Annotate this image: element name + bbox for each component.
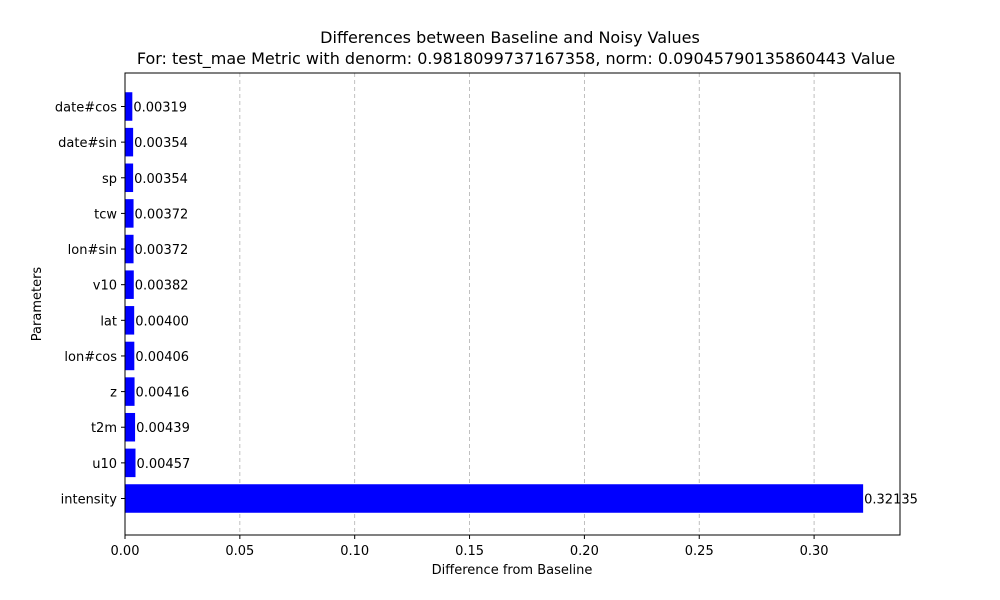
bar-lon-sin xyxy=(125,234,134,264)
bar-value-label: 0.00372 xyxy=(135,243,189,258)
x-tick-label: 0.00 xyxy=(111,544,140,559)
bar-value-label: 0.00354 xyxy=(134,172,188,187)
y-tick-label: t2m xyxy=(91,421,117,436)
bar-value-label: 0.32135 xyxy=(864,493,918,508)
chart-title: Differences between Baseline and Noisy V… xyxy=(320,28,700,47)
y-axis-label: Parameters xyxy=(30,267,45,342)
bar-lat xyxy=(125,306,135,335)
y-tick-label: intensity xyxy=(61,493,118,508)
bar-tcw xyxy=(125,199,134,228)
bar-intensity xyxy=(125,484,864,513)
bar-date-cos xyxy=(125,92,133,121)
bar-value-label: 0.00416 xyxy=(136,386,190,401)
bar-t2m xyxy=(125,412,136,442)
x-tick-label: 0.30 xyxy=(800,544,829,559)
bar-value-label: 0.00382 xyxy=(135,279,189,294)
y-tick-label: sp xyxy=(102,172,117,187)
y-tick-label: z xyxy=(110,386,117,401)
bar-value-labels: 0.32135 0.00457 0.00439 0.00416 0.00406 0.004… xyxy=(133,101,918,508)
y-tick-label: date#cos xyxy=(55,101,117,116)
bar-date-sin xyxy=(125,127,134,157)
y-tick-label: lat xyxy=(100,314,117,329)
bar-value-label: 0.00354 xyxy=(134,136,188,151)
bars xyxy=(125,92,864,513)
bar-value-label: 0.00372 xyxy=(135,207,189,222)
x-tick-label: 0.25 xyxy=(685,544,714,559)
bar-lon-cos xyxy=(125,341,135,371)
y-tick-label: v10 xyxy=(93,279,117,294)
y-tick-label: tcw xyxy=(94,207,117,222)
y-tick-label: lon#sin xyxy=(68,243,117,258)
bar-u10 xyxy=(125,448,136,478)
y-axis-ticks: intensity u10 t2m z lon#cos lat v10 lon#sin tcw s… xyxy=(55,101,125,508)
chart-subtitle: For: test_mae Metric with denorm: 0.9818… xyxy=(137,49,895,69)
grid-lines xyxy=(239,73,815,535)
x-tick-label: 0.20 xyxy=(570,544,599,559)
bar-sp xyxy=(125,163,134,193)
bar-value-label: 0.00406 xyxy=(135,350,189,365)
y-tick-label: u10 xyxy=(92,457,117,472)
bar-value-label: 0.00319 xyxy=(133,101,187,116)
plot-area-frame xyxy=(124,72,901,536)
bar-value-label: 0.00457 xyxy=(136,457,190,472)
y-tick-label: date#sin xyxy=(58,136,117,151)
x-tick-label: 0.10 xyxy=(340,544,369,559)
bar-value-label: 0.00400 xyxy=(135,314,189,329)
x-axis-label: Difference from Baseline xyxy=(432,563,593,578)
y-tick-label: lon#cos xyxy=(64,350,117,365)
bar-z xyxy=(125,377,135,406)
bar-value-label: 0.00439 xyxy=(136,421,190,436)
bar-v10 xyxy=(125,270,134,299)
x-axis-ticks: 0.00 0.05 0.10 0.15 0.20 0.25 0.30 xyxy=(111,535,829,559)
x-tick-label: 0.15 xyxy=(455,544,484,559)
x-tick-label: 0.05 xyxy=(225,544,254,559)
